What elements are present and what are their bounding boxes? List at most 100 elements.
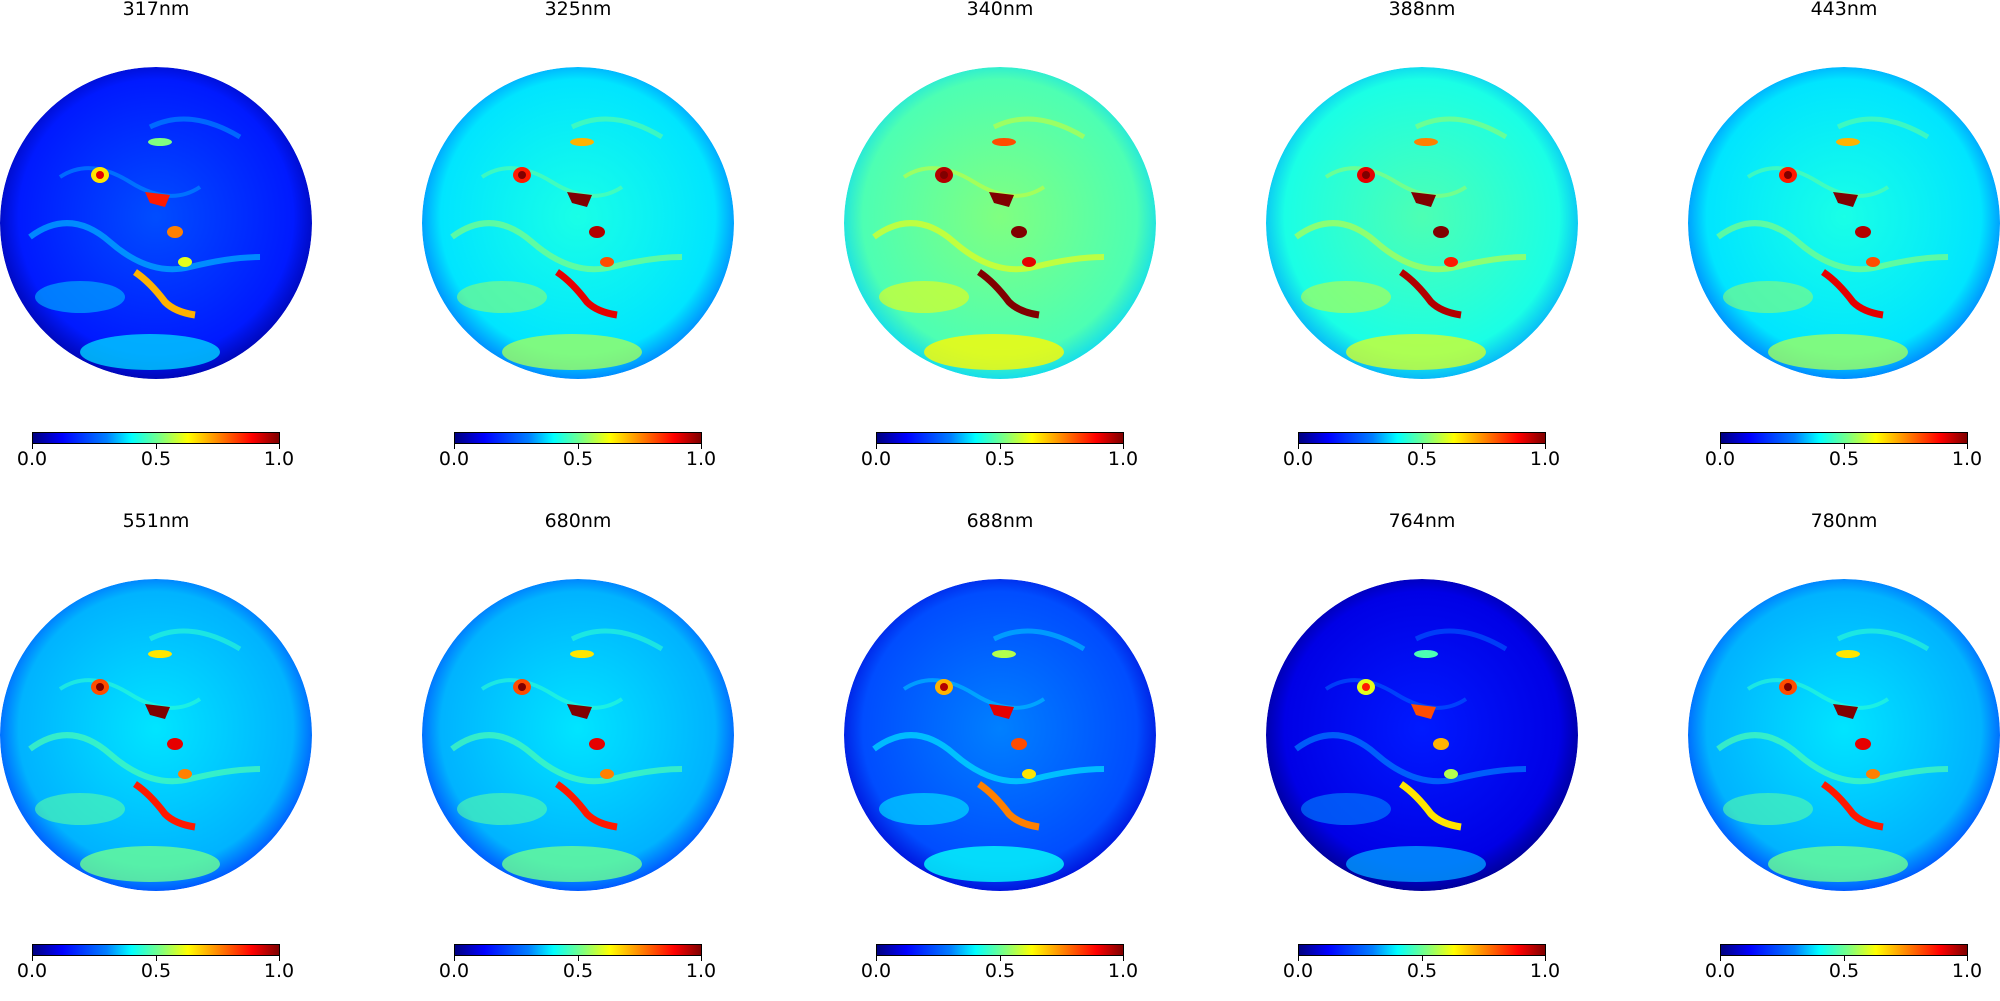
colorbar-tick-label: 0.5	[562, 960, 594, 982]
colorbar	[32, 944, 280, 956]
colorbar-tick-label: 0.0	[16, 448, 48, 470]
colorbar-tick-label: 0.0	[860, 448, 892, 470]
colorbar-tick-label: 0.5	[1406, 448, 1438, 470]
earth-disk	[422, 579, 734, 891]
panel-title: 680nm	[544, 510, 612, 532]
colorbar-tick	[1545, 444, 1546, 449]
colorbar-tick	[1000, 956, 1001, 961]
earth-disk	[1266, 67, 1578, 379]
colorbar-tick-label: 1.0	[1951, 960, 1983, 982]
colorbar-tick	[1720, 956, 1721, 961]
colorbar	[454, 432, 702, 444]
earth-disk	[422, 67, 734, 379]
earth-disk	[1688, 67, 2000, 379]
colorbar-tick-label: 0.5	[562, 448, 594, 470]
earth-disk	[1266, 579, 1578, 891]
colorbar-tick-label: 1.0	[1529, 960, 1561, 982]
colorbar-tick	[454, 444, 455, 449]
panel-title: 551nm	[122, 510, 190, 532]
colorbar-tick	[701, 444, 702, 449]
colorbar-tick	[1000, 444, 1001, 449]
earth-disk	[844, 67, 1156, 379]
earth-disk	[0, 67, 312, 379]
earth-disk-image	[844, 579, 1156, 891]
earth-disk-image	[422, 67, 734, 379]
earth-disk	[844, 579, 1156, 891]
colorbar-tick-label: 0.5	[140, 960, 172, 982]
colorbar	[1298, 944, 1546, 956]
colorbar-tick-label: 0.5	[1828, 448, 1860, 470]
panel-title: 764nm	[1388, 510, 1456, 532]
colorbar-tick-label: 0.0	[1282, 960, 1314, 982]
panel-5: 443nm 0.0 0.5 1.0	[1688, 0, 2000, 489]
colorbar	[876, 944, 1124, 956]
panel-1: 317nm 0.0 0.5 1.0	[0, 0, 340, 489]
colorbar-tick-label: 1.0	[1529, 448, 1561, 470]
colorbar	[876, 432, 1124, 444]
panel-title: 388nm	[1388, 0, 1456, 20]
colorbar-tick	[32, 444, 33, 449]
panel-10: 780nm 0.0 0.5 1.0	[1688, 510, 2000, 1001]
colorbar-tick	[1298, 444, 1299, 449]
colorbar-tick	[1967, 956, 1968, 961]
panel-title: 780nm	[1810, 510, 1878, 532]
colorbar-tick-label: 0.0	[1282, 448, 1314, 470]
colorbar-tick	[1422, 956, 1423, 961]
colorbar-tick	[1123, 956, 1124, 961]
colorbar-tick-label: 0.0	[1704, 448, 1736, 470]
panel-7: 680nm 0.0 0.5 1.0	[422, 510, 762, 1001]
colorbar	[1298, 432, 1546, 444]
colorbar-tick-label: 1.0	[1107, 960, 1139, 982]
colorbar-tick-label: 1.0	[263, 448, 295, 470]
panel-8: 688nm 0.0 0.5 1.0	[844, 510, 1184, 1001]
colorbar-tick-label: 0.5	[1828, 960, 1860, 982]
colorbar-tick	[1844, 956, 1845, 961]
panel-3: 340nm 0.0 0.5 1.0	[844, 0, 1184, 489]
colorbar-tick	[156, 444, 157, 449]
colorbar-tick	[156, 956, 157, 961]
colorbar-tick	[876, 956, 877, 961]
colorbar-tick-label: 0.0	[1704, 960, 1736, 982]
colorbar-tick-label: 0.5	[984, 448, 1016, 470]
earth-disk-image	[1688, 67, 2000, 379]
colorbar-tick	[279, 956, 280, 961]
colorbar-tick	[578, 444, 579, 449]
panel-title: 443nm	[1810, 0, 1878, 20]
colorbar-tick-label: 0.5	[1406, 960, 1438, 982]
earth-disk-image	[1688, 579, 2000, 891]
panel-title: 325nm	[544, 0, 612, 20]
colorbar-tick	[876, 444, 877, 449]
earth-disk-image	[844, 67, 1156, 379]
earth-disk	[1688, 579, 2000, 891]
colorbar	[32, 432, 280, 444]
colorbar-tick-label: 0.0	[438, 448, 470, 470]
panel-4: 388nm 0.0 0.5 1.0	[1266, 0, 1606, 489]
colorbar-tick	[578, 956, 579, 961]
earth-disk-image	[0, 67, 312, 379]
panel-title: 317nm	[122, 0, 190, 20]
colorbar-tick	[1123, 444, 1124, 449]
earth-disk-image	[0, 579, 312, 891]
colorbar-tick	[1844, 444, 1845, 449]
panel-title: 688nm	[966, 510, 1034, 532]
earth-disk-image	[1266, 67, 1578, 379]
colorbar-tick-label: 1.0	[685, 448, 717, 470]
colorbar-tick	[1967, 444, 1968, 449]
colorbar-tick	[32, 956, 33, 961]
colorbar-tick-label: 0.0	[438, 960, 470, 982]
colorbar-tick	[1298, 956, 1299, 961]
colorbar-tick	[701, 956, 702, 961]
colorbar-tick	[454, 956, 455, 961]
colorbar	[454, 944, 702, 956]
panel-9: 764nm 0.0 0.5 1.0	[1266, 510, 1606, 1001]
earth-disk	[0, 579, 312, 891]
colorbar-tick-label: 0.5	[984, 960, 1016, 982]
panel-2: 325nm 0.0 0.5 1.0	[422, 0, 762, 489]
colorbar-tick-label: 1.0	[1951, 448, 1983, 470]
colorbar-tick	[279, 444, 280, 449]
colorbar-tick-label: 0.5	[140, 448, 172, 470]
panel-6: 551nm 0.0 0.5 1.0	[0, 510, 340, 1001]
colorbar-tick-label: 0.0	[16, 960, 48, 982]
colorbar	[1720, 432, 1968, 444]
colorbar-tick-label: 0.0	[860, 960, 892, 982]
